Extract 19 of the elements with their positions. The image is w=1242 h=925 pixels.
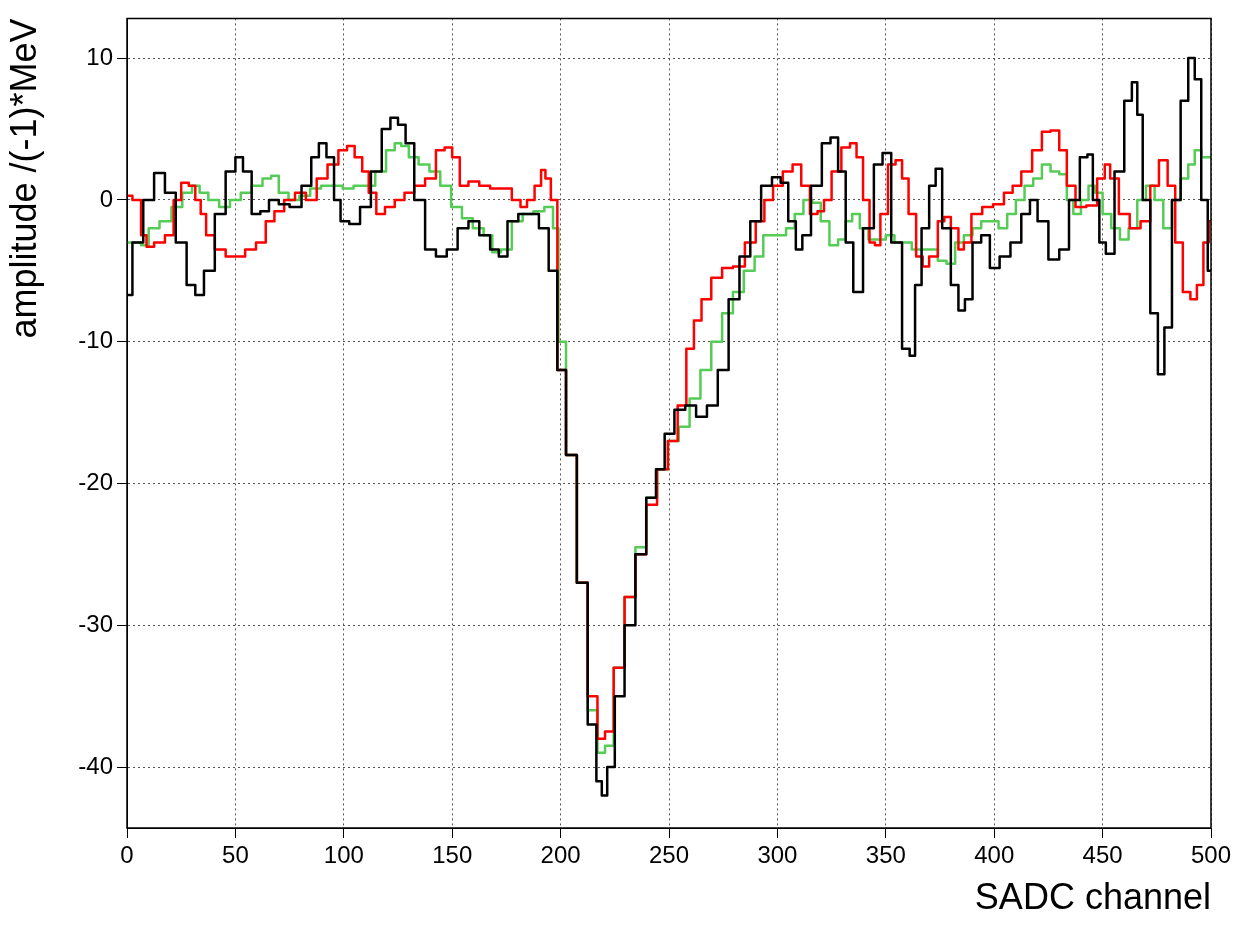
y-tick-label: -40	[78, 751, 113, 779]
x-tick-label: 50	[222, 841, 249, 869]
x-tick-label: 100	[323, 841, 364, 869]
x-tick-label: 0	[120, 841, 134, 869]
y-axis-title: amplitude /(-1)*MeV	[2, 18, 44, 339]
x-tick-label: 200	[540, 841, 581, 869]
x-tick-label: 350	[865, 841, 906, 869]
x-tick-label: 400	[974, 841, 1015, 869]
x-tick-label: 150	[432, 841, 473, 869]
x-axis-title: SADC channel	[974, 876, 1211, 918]
x-tick-label: 250	[648, 841, 690, 869]
y-tick-label: 10	[86, 42, 113, 70]
y-tick-label: -10	[78, 326, 113, 354]
y-tick-label: -30	[78, 609, 113, 637]
x-tick-label: 450	[1082, 841, 1123, 869]
x-tick-label: 300	[757, 841, 798, 869]
y-tick-label: 0	[99, 184, 113, 212]
y-tick-label: -20	[78, 468, 113, 496]
x-tick-label: 500	[1190, 841, 1232, 869]
